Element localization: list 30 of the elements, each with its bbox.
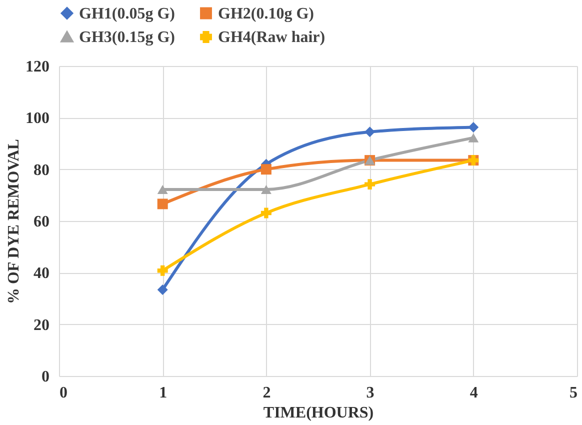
point — [260, 164, 272, 175]
point — [260, 184, 272, 194]
point — [157, 284, 168, 295]
x-tick-label: 0 — [60, 384, 68, 402]
x-tick-label: 3 — [366, 384, 374, 402]
x-tick-label: 5 — [570, 384, 578, 402]
point — [468, 133, 479, 142]
y-tick-label: 60 — [34, 214, 50, 230]
point — [468, 122, 479, 132]
point — [157, 265, 168, 276]
y-tick-label: 120 — [26, 58, 50, 76]
point — [260, 208, 272, 218]
y-axis-title: % OF DYE REMOVAL — [6, 139, 22, 304]
point — [157, 184, 168, 194]
legend-label: GH1(0.05g G) — [79, 5, 175, 22]
point — [364, 126, 376, 138]
y-tick-label: 40 — [34, 265, 50, 282]
y-tick-label: 80 — [34, 162, 50, 179]
point — [364, 179, 376, 190]
point — [157, 198, 168, 210]
y-tick-label: 0 — [42, 368, 50, 386]
x-axis-title: TIME(HOURS) — [263, 404, 374, 422]
legend-label: GH3(0.15g G) — [79, 29, 175, 46]
legend-label: GH4(Raw hair) — [218, 29, 326, 46]
x-tick-label: 4 — [470, 384, 478, 402]
y-tick-label: 20 — [34, 316, 50, 334]
y-tick-label: 100 — [26, 110, 50, 128]
x-tick-label: 2 — [262, 384, 271, 402]
x-tick-label: 1 — [159, 384, 168, 402]
legend-label: GH2(0.10g G) — [218, 5, 314, 22]
